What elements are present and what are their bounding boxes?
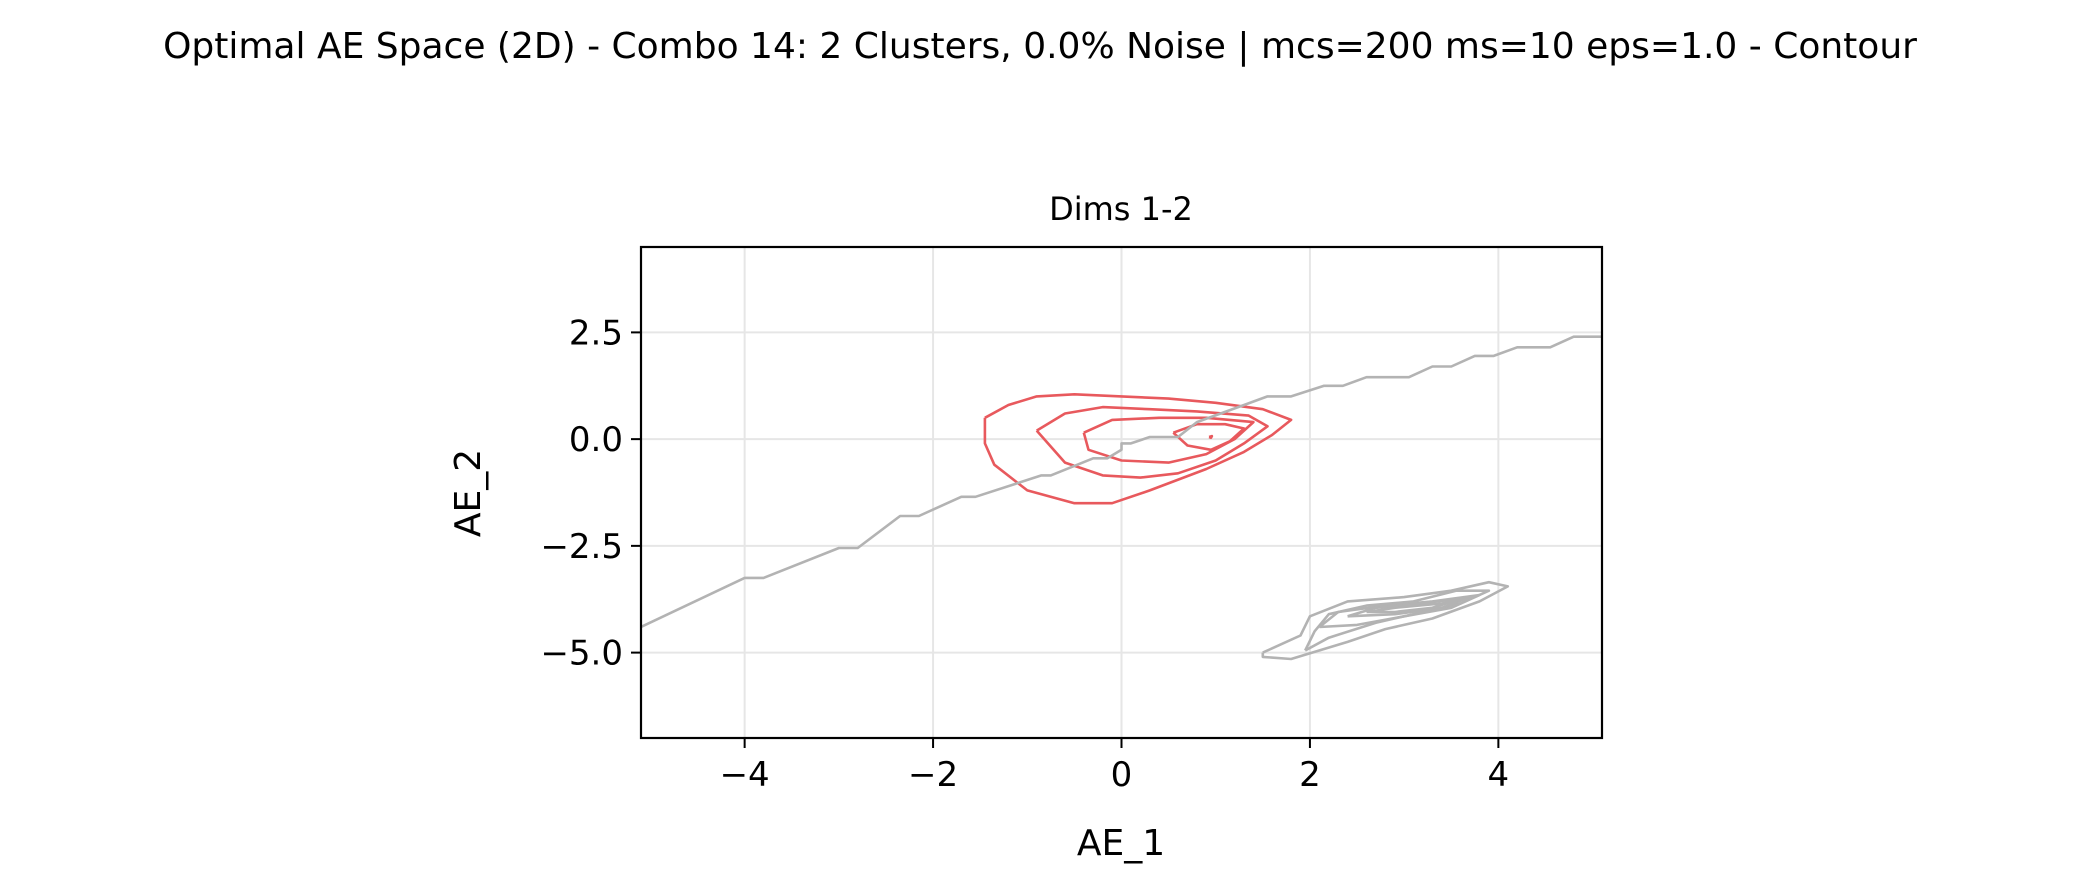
contour-line-series-0-level-3 xyxy=(1172,422,1246,452)
x-axis-ticks: −4 −2 0 2 4 xyxy=(720,738,1510,795)
contour-line-series-1-level-0 xyxy=(641,335,1602,629)
y-tick-label: 0.0 xyxy=(569,420,623,460)
contour-line-series-1-level-2 xyxy=(1304,589,1491,652)
x-tick-label: −4 xyxy=(720,755,770,795)
y-tick-label: −5.0 xyxy=(540,634,623,674)
axes-title: Dims 1-2 xyxy=(1049,190,1193,228)
grid-lines xyxy=(641,247,1602,738)
figure-suptitle: Optimal AE Space (2D) - Combo 14: 2 Clus… xyxy=(163,26,1917,67)
contour-line-series-0-level-1 xyxy=(1035,405,1269,479)
contour-line-series-1-level-4 xyxy=(1347,595,1472,618)
x-tick-label: 0 xyxy=(1111,755,1133,795)
y-axis-label: AE_2 xyxy=(448,449,489,537)
y-axis-ticks: 2.5 0.0 −2.5 −5.0 xyxy=(540,313,641,674)
contour-line-series-0-level-4 xyxy=(1208,434,1214,440)
x-tick-label: 4 xyxy=(1488,755,1510,795)
y-tick-label: 2.5 xyxy=(569,313,623,353)
x-tick-label: 2 xyxy=(1299,755,1321,795)
x-axis-label: AE_1 xyxy=(1077,823,1165,864)
contour-line-series-0-level-0 xyxy=(983,393,1293,505)
contour-area xyxy=(641,335,1602,661)
contour-line-series-1-level-1 xyxy=(1261,580,1510,661)
x-tick-label: −2 xyxy=(908,755,958,795)
contour-line-series-1-level-3 xyxy=(1318,593,1481,629)
contour-line-series-1-level-5 xyxy=(1366,597,1462,614)
y-tick-label: −2.5 xyxy=(540,527,623,567)
